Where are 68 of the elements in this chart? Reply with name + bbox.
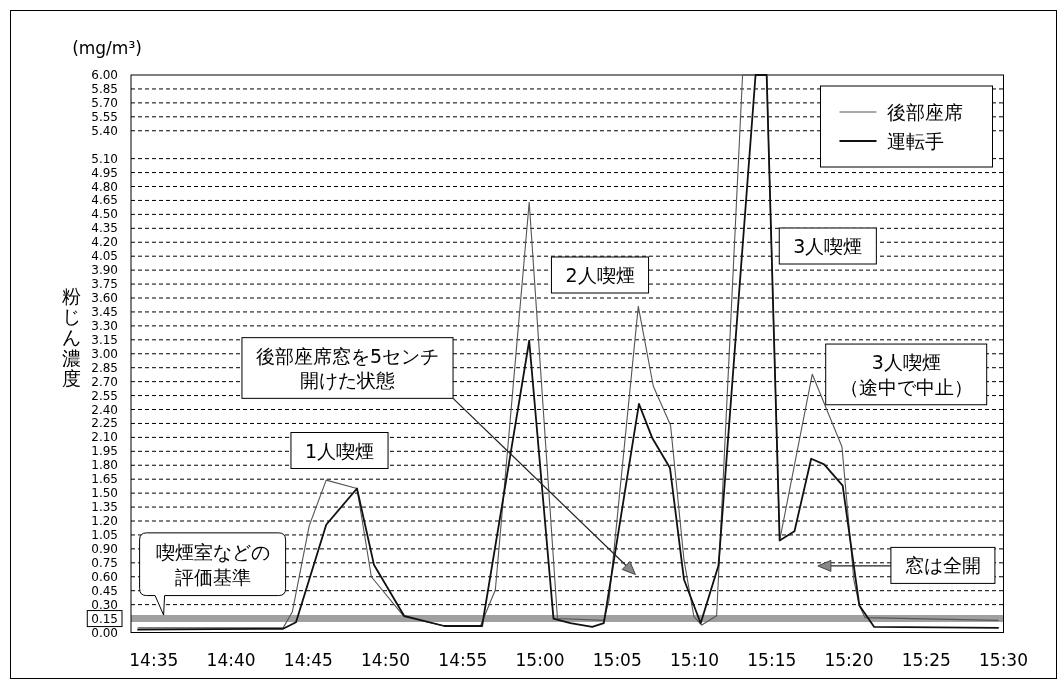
x-tick-label: 15:15	[747, 650, 797, 670]
y-tick-label: 0.00	[91, 625, 118, 640]
x-tick-label: 15:00	[515, 650, 565, 670]
y-tick-label: 1.80	[91, 458, 118, 473]
annotation: (mg/m³)	[72, 38, 142, 58]
y-tick-label: 4.80	[91, 179, 118, 194]
x-tick-label: 14:45	[283, 650, 333, 670]
y-tick-label: 4.95	[91, 165, 118, 180]
y-tick-label: 4.20	[91, 235, 118, 250]
y-tick-label: 0.30	[91, 597, 118, 612]
y-tick-label: 5.85	[91, 81, 118, 96]
y-axis-title: 粉じん濃度	[61, 284, 81, 390]
y-tick-label: 2.10	[91, 430, 118, 445]
y-tick-label: 1.65	[91, 472, 118, 487]
annotation: 1人喫煙	[290, 432, 389, 469]
y-tick-label: 3.15	[91, 332, 118, 347]
x-tick-label: 15:05	[592, 650, 642, 670]
annotation: 2人喫煙	[550, 256, 650, 294]
y-tick-label: 1.95	[91, 444, 118, 459]
annotation: 2人喫煙	[565, 264, 635, 286]
y-tick-label: 2.85	[91, 360, 118, 375]
y-tick-label: 0.15	[91, 611, 118, 626]
y-tick-label: 4.35	[91, 221, 118, 236]
y-tick-label: 5.40	[91, 123, 118, 138]
annotation: 窓は全開	[904, 554, 981, 577]
y-tick-label: 6.00	[91, 68, 118, 82]
y-tick-label: 3.30	[91, 318, 118, 333]
annotation: 1人喫煙	[304, 439, 375, 462]
y-tick-label: 0.90	[91, 541, 118, 556]
annotation: 後部座席窓を5センチ開けた状態	[255, 344, 440, 392]
y-tick-label: 3.90	[91, 263, 118, 278]
y-tick-label: 4.05	[91, 249, 118, 264]
x-tick-label: 15:10	[670, 650, 720, 670]
x-tick-label: 14:40	[206, 650, 256, 670]
annotation: 後部座席窓を5センチ開けた状態	[241, 337, 454, 399]
y-tick-label: 0.60	[91, 569, 118, 584]
annotation: 3人喫煙	[778, 227, 877, 265]
x-tick-label: 15:20	[824, 650, 874, 670]
ref-line-label: 喫煙室などの評価基準	[155, 540, 270, 588]
y-tick-label: 3.60	[91, 291, 118, 305]
annotation: 3人喫煙（途中で中止）	[825, 343, 988, 406]
y-tick-label: 0.75	[91, 555, 118, 570]
x-tick-label: 14:50	[361, 650, 411, 670]
x-tick-label: 15:30	[979, 650, 1028, 670]
y-tick-label: 2.40	[91, 402, 118, 417]
y-tick-label: 1.50	[91, 486, 118, 501]
y-tick-label: 3.00	[91, 346, 118, 361]
x-tick-label: 14:35	[129, 650, 179, 670]
y-tick-label: 3.45	[91, 304, 118, 319]
y-tick-label: 5.55	[91, 109, 118, 124]
y-tick-label: 4.65	[91, 193, 118, 208]
annotation: 3人喫煙	[793, 235, 863, 257]
y-tick-label: 1.05	[91, 527, 118, 542]
annotation: 窓は全開	[890, 546, 996, 584]
y-tick-label: 0.15	[86, 610, 123, 628]
y-tick-label: 4.50	[91, 207, 118, 222]
y-tick-label: 0.45	[91, 583, 118, 598]
y-tick-label: 5.10	[91, 151, 118, 166]
y-tick-label: 1.20	[91, 514, 118, 528]
x-tick-label: 14:55	[438, 650, 488, 670]
y-tick-label: 2.25	[91, 416, 118, 431]
y-tick-label: 2.55	[91, 388, 118, 403]
y-tick-label: 3.75	[91, 277, 118, 292]
y-tick-label: 2.70	[91, 374, 118, 389]
x-tick-label: 15:25	[901, 650, 951, 670]
annotation: 3人喫煙（途中で中止）	[839, 351, 973, 398]
y-tick-label: 5.70	[91, 95, 118, 110]
y-tick-label: 1.35	[91, 500, 118, 515]
